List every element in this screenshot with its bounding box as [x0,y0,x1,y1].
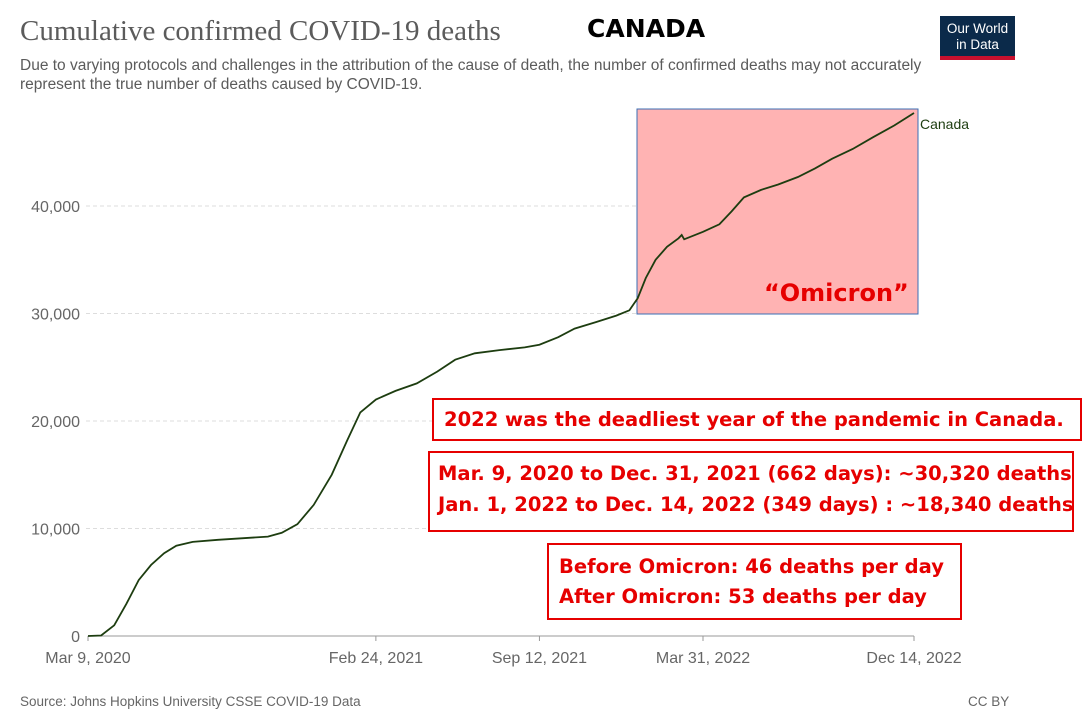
chart-title: Cumulative confirmed COVID-19 deaths [20,15,501,47]
deadliest-year-text: 2022 was the deadliest year of the pande… [444,408,1064,431]
y-tick-label-10000: 10,000 [31,522,80,539]
logo-line-1: Our World [946,21,1009,36]
daily-rate-callout: Before Omicron: 46 deaths per day After … [547,543,962,620]
y-axis-ticks: 0 10,000 20,000 30,000 40,000 [31,199,80,646]
x-tick-label-2: Sep 12, 2021 [492,650,587,667]
series-label-canada[interactable]: Canada [920,116,969,132]
source-note[interactable]: Source: Johns Hopkins University CSSE CO… [20,694,361,709]
y-tick-label-0: 0 [71,629,80,646]
period-1-text: Mar. 9, 2020 to Dec. 31, 2021 (662 days)… [438,462,1072,485]
y-tick-label-40000: 40,000 [31,199,80,216]
y-tick-label-20000: 20,000 [31,414,80,431]
license-note[interactable]: CC BY [968,694,1010,709]
y-tick-label-30000: 30,000 [31,307,80,324]
country-label: CANADA [587,14,706,43]
deadliest-year-callout: 2022 was the deadliest year of the pande… [432,398,1082,441]
period-2-text: Jan. 1, 2022 to Dec. 14, 2022 (349 days)… [438,493,1074,516]
x-tick-label-4: Dec 14, 2022 [866,650,961,667]
before-omicron-text: Before Omicron: 46 deaths per day [559,555,944,578]
x-tick-label-0: Mar 9, 2020 [45,650,130,667]
logo-line-2: in Data [956,37,999,52]
period-totals-callout: Mar. 9, 2020 to Dec. 31, 2021 (662 days)… [428,451,1074,532]
chart-subtitle: Due to varying protocols and challenges … [20,57,922,93]
owid-logo[interactable]: Our World in Data [940,16,1015,60]
after-omicron-text: After Omicron: 53 deaths per day [559,585,927,608]
x-axis-ticks: Mar 9, 2020 Feb 24, 2021 Sep 12, 2021 Mar 3… [45,636,962,667]
x-tick-label-3: Mar 31, 2022 [656,650,750,667]
omicron-shaded-region [636,108,919,315]
x-tick-label-1: Feb 24, 2021 [329,650,423,667]
omicron-label: “Omicron” [764,279,909,307]
series-line-canada[interactable] [87,112,915,637]
